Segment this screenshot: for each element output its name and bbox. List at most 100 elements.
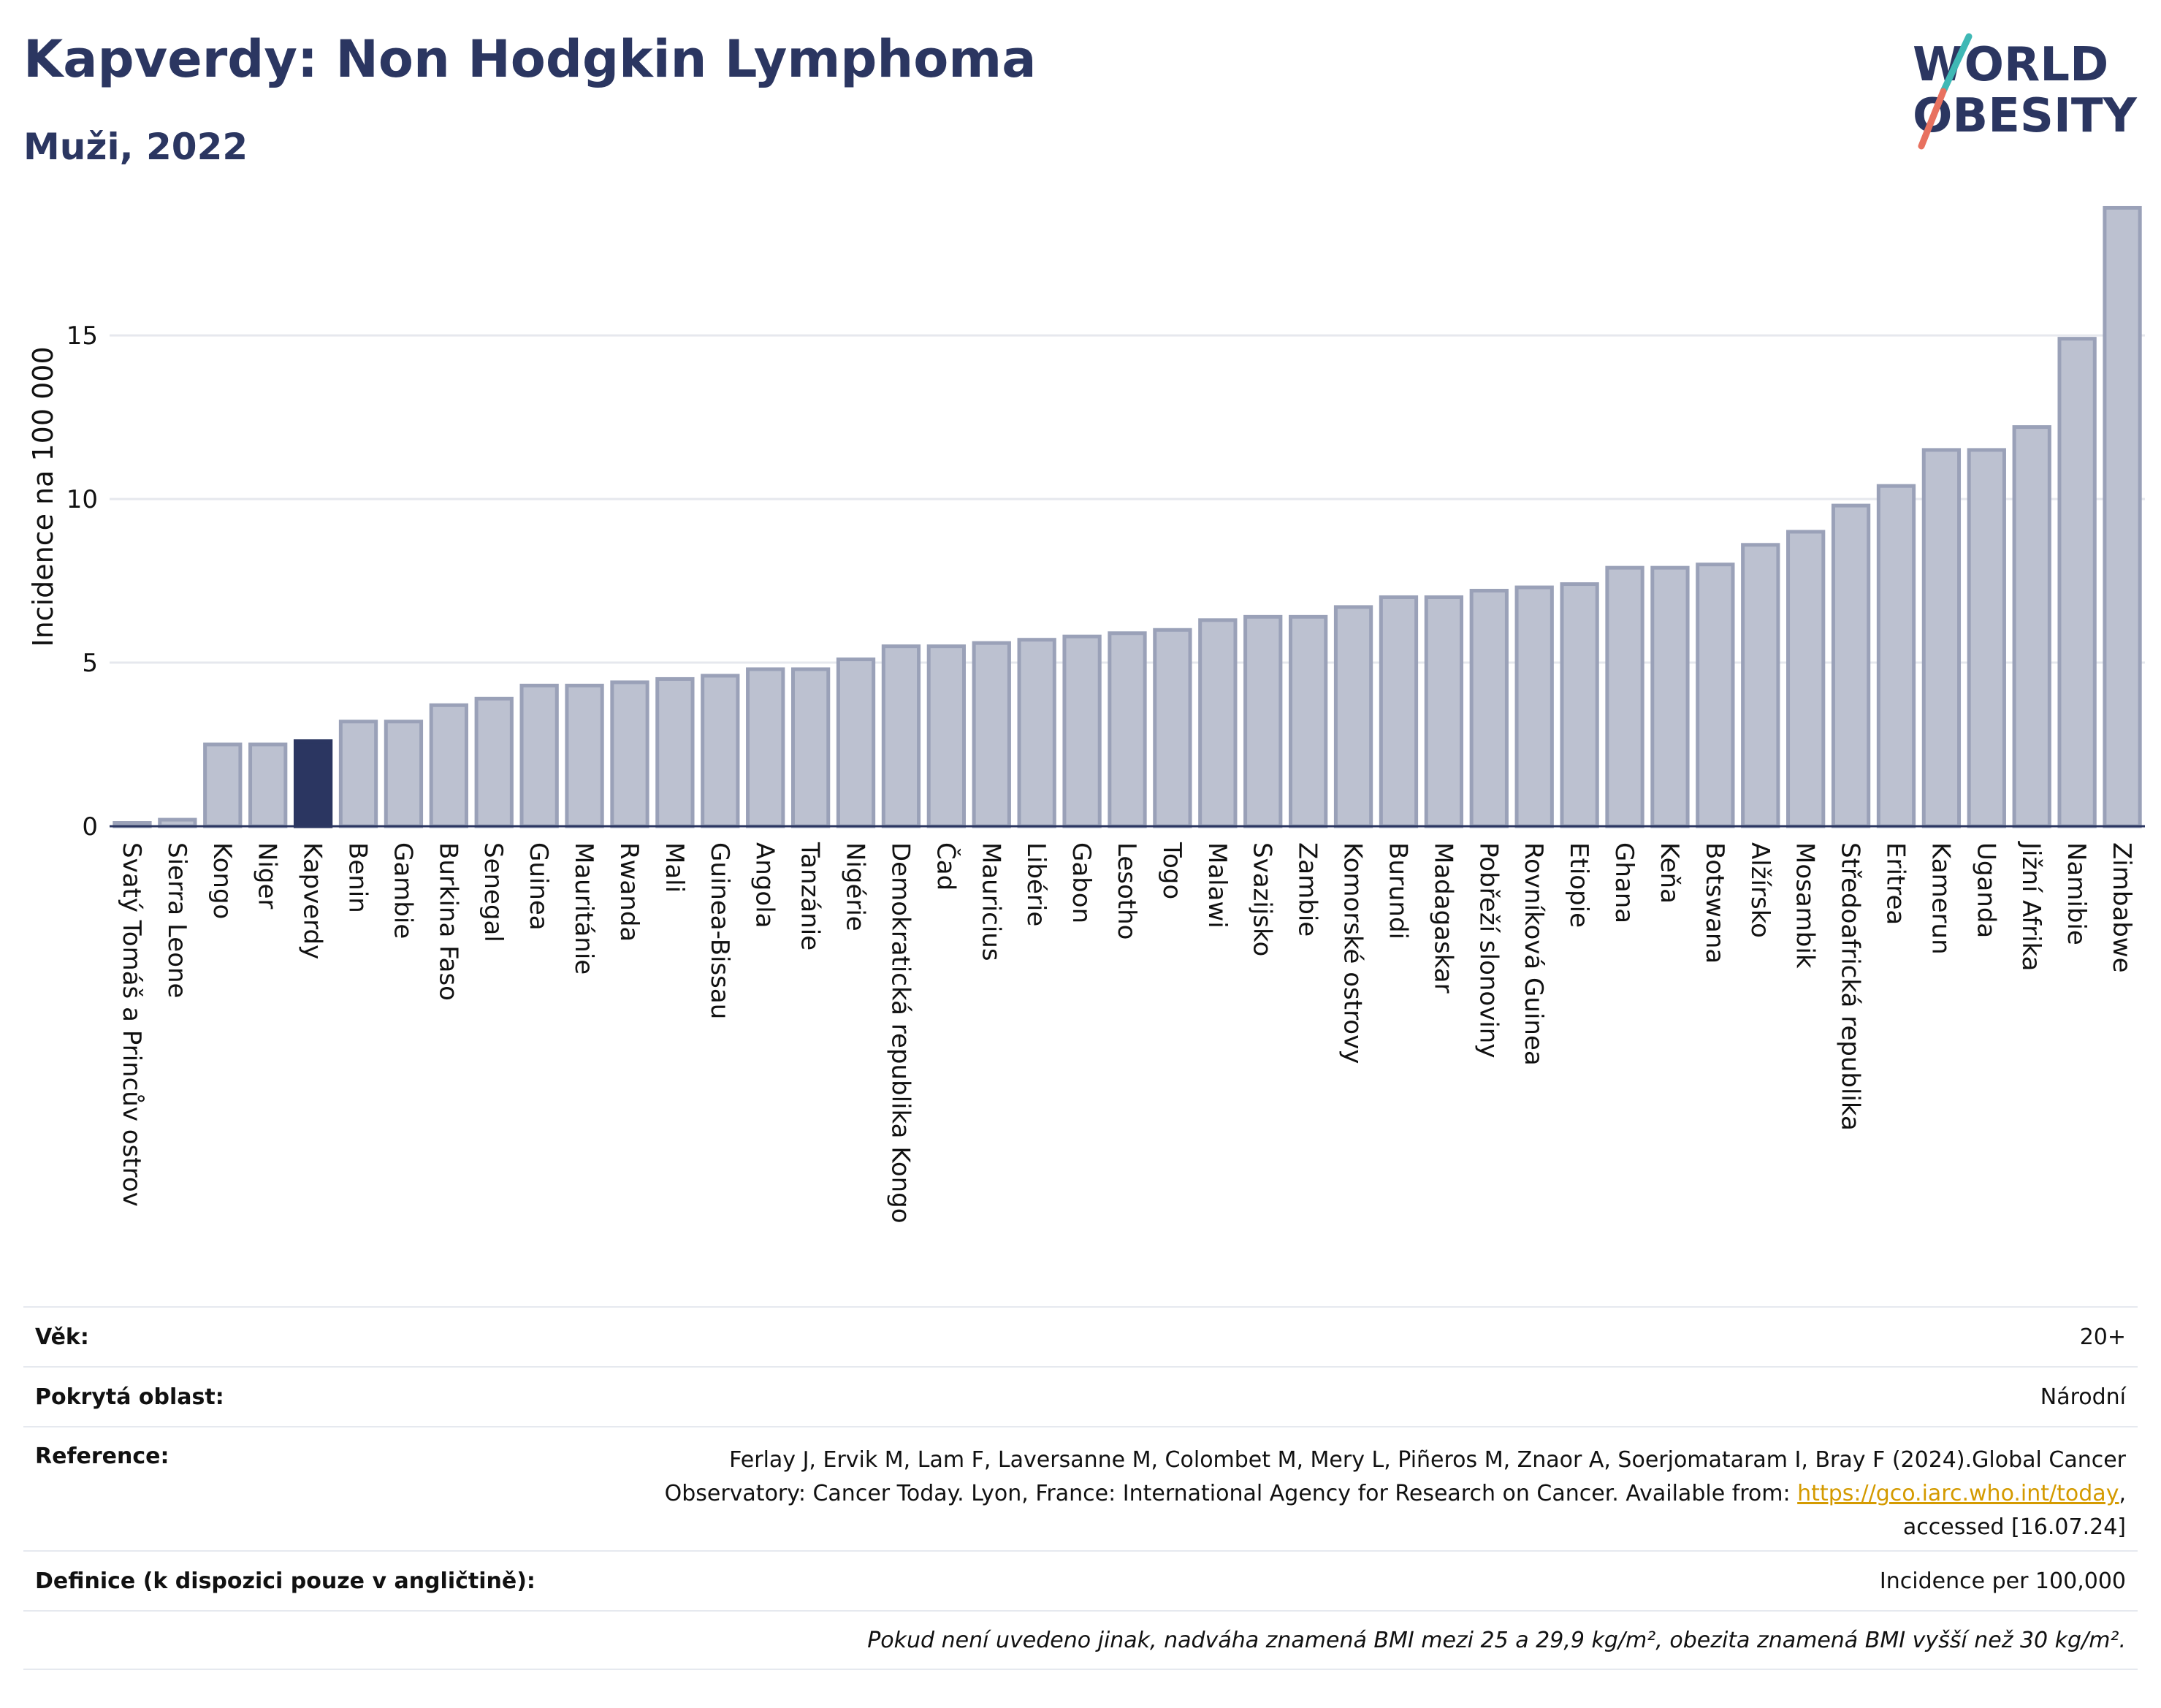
x-tick-label: Keňa (1655, 842, 1684, 904)
bar--ad (926, 644, 967, 828)
x-tick-label: Togo (1157, 842, 1186, 899)
bar-benin (338, 720, 378, 828)
bar-burundi (1379, 595, 1419, 828)
x-tick-label: Komorské ostrovy (1338, 842, 1368, 1064)
x-tick-label: Lesotho (1112, 842, 1141, 939)
area-label: Pokrytá oblast: (35, 1384, 224, 1410)
x-tick-label: Eritrea (1880, 842, 1910, 925)
bar-eritrea (1876, 484, 1916, 828)
x-tick-label: Malawi (1203, 842, 1232, 929)
bar-kongo (203, 742, 243, 828)
y-tick-label: 5 (82, 649, 98, 678)
info-row-definition: Definice (k dispozici pouze v angličtině… (23, 1550, 2138, 1610)
x-tick-label: Kapverdy (298, 842, 327, 959)
x-tick-label: Etiopie (1564, 842, 1593, 928)
x-tick-label: Středoafrická republika (1836, 842, 1865, 1131)
bar-lib-rie (1017, 638, 1056, 828)
x-tick-label: Tanzánie (796, 842, 825, 950)
bar-pob-e-slonoviny (1469, 589, 1509, 828)
bar-botswana (1696, 563, 1735, 828)
x-tick-label: Uganda (1971, 842, 2000, 938)
x-tick-label: Guinea-Bissau (705, 842, 734, 1019)
x-tick-label: Sierra Leone (162, 842, 191, 998)
x-tick-label: Pobřeží slonoviny (1474, 842, 1503, 1058)
x-tick-label: Zimbabwe (2107, 842, 2136, 973)
bar-kapverdy (293, 739, 333, 828)
bar-tanz-nie (790, 667, 831, 828)
bar-malawi (1198, 618, 1238, 828)
definition-value: Incidence per 100,000 (1879, 1568, 2126, 1594)
reference-text-part2: , accessed [16.07.24] (1902, 1481, 2126, 1540)
bar-burkina-faso (429, 703, 468, 828)
bar-rwanda (610, 680, 649, 828)
reference-label: Reference: (35, 1444, 169, 1469)
bar-maurit-nie (565, 683, 604, 828)
bar-chart: 0 5 10 15 Svatý Tomáš a Princův ostrov Sierr… (27, 205, 2145, 1224)
page-subtitle: Muži, 2022 (23, 126, 248, 168)
info-table: Věk: 20+ Pokrytá oblast: Národní Referen… (23, 1306, 2138, 1670)
x-tick-label: Čad (931, 842, 961, 891)
bar-uganda (1967, 448, 2006, 828)
bar-nig-rie (836, 657, 876, 828)
bar-gambie (384, 720, 424, 828)
y-axis-ticks: 0 5 10 15 (66, 321, 98, 842)
x-tick-label: Mosambik (1791, 842, 1820, 969)
bar-guinea (519, 683, 559, 828)
world-obesity-logo: WORLD OBESITY (1913, 33, 2137, 150)
bar-rovn-kov-guinea (1514, 585, 1554, 828)
bar-al-rsko (1741, 543, 1780, 828)
bar-mali (655, 676, 695, 828)
x-tick-label: Jižní Afrika (2016, 841, 2046, 972)
y-tick-label: 0 (82, 812, 98, 842)
bar-guinea-bissau (701, 674, 740, 828)
bar-demokratick-republika-kongo (881, 644, 921, 828)
bar-niger (248, 742, 288, 828)
x-tick-label: Demokratická republika Kongo (885, 842, 915, 1224)
x-tick-label: Kongo (207, 842, 237, 919)
svg-text:OBESITY: OBESITY (1913, 89, 2137, 143)
y-tick-label: 15 (66, 321, 98, 351)
x-tick-label: Svatý Tomáš a Princův ostrov (117, 842, 146, 1207)
page-title: Kapverdy: Non Hodgkin Lymphoma (23, 29, 1037, 89)
x-tick-label: Gabon (1067, 842, 1096, 923)
bar-etiopie (1560, 582, 1599, 828)
x-tick-label: Rovníková Guinea (1519, 842, 1548, 1066)
bar-ghana (1605, 565, 1644, 828)
bar-ji-n-afrika (2012, 425, 2051, 828)
x-tick-label: Burundi (1383, 842, 1412, 939)
x-tick-label: Burkina Faso (433, 842, 462, 1001)
bar-svazijsko (1243, 614, 1283, 828)
x-tick-label: Gambie (388, 842, 417, 939)
x-tick-label: Senegal (479, 842, 508, 942)
bar-gabon (1062, 634, 1102, 828)
bar-namibie (2057, 337, 2097, 828)
x-tick-label: Zambie (1293, 842, 1322, 937)
x-tick-label: Ghana (1609, 842, 1639, 923)
y-axis-label: Incidence na 100 000 (27, 346, 59, 647)
x-tick-label: Nigérie (841, 842, 870, 931)
bar-st-edoafrick-republika (1831, 503, 1871, 828)
info-row-reference: Reference: Ferlay J, Ervik M, Lam F, Lav… (23, 1426, 2138, 1550)
x-tick-label: Madagaskar (1428, 842, 1457, 994)
info-row-note: Pokud není uvedeno jinak, nadváha znamen… (23, 1610, 2138, 1670)
age-label: Věk: (35, 1324, 89, 1350)
bar-zimbabwe (2103, 205, 2142, 828)
reference-link[interactable]: https://gco.iarc.who.int/today (1797, 1481, 2119, 1506)
definition-label: Definice (k dispozici pouze v angličtině… (35, 1568, 536, 1594)
bar-senegal (474, 696, 514, 828)
x-tick-label: Mauricius (976, 842, 1005, 961)
bar-mosambik (1786, 530, 1826, 828)
x-tick-label: Rwanda (614, 842, 644, 942)
bar-lesotho (1108, 631, 1147, 828)
bar-kamerun (1921, 448, 1962, 828)
x-axis-labels: Svatý Tomáš a Princův ostrov Sierra Leone… (117, 841, 2136, 1224)
bar-madagaskar (1424, 595, 1464, 828)
info-row-area: Pokrytá oblast: Národní (23, 1366, 2138, 1426)
x-tick-label: Mauritánie (569, 842, 598, 975)
bar-angola (746, 667, 785, 828)
x-tick-label: Niger (253, 842, 282, 909)
info-row-age: Věk: 20+ (23, 1306, 2138, 1366)
x-tick-label: Namibie (2062, 842, 2091, 945)
bmi-note: Pokud není uvedeno jinak, nadváha znamen… (867, 1627, 2126, 1653)
x-tick-label: Svazijsko (1248, 842, 1277, 956)
